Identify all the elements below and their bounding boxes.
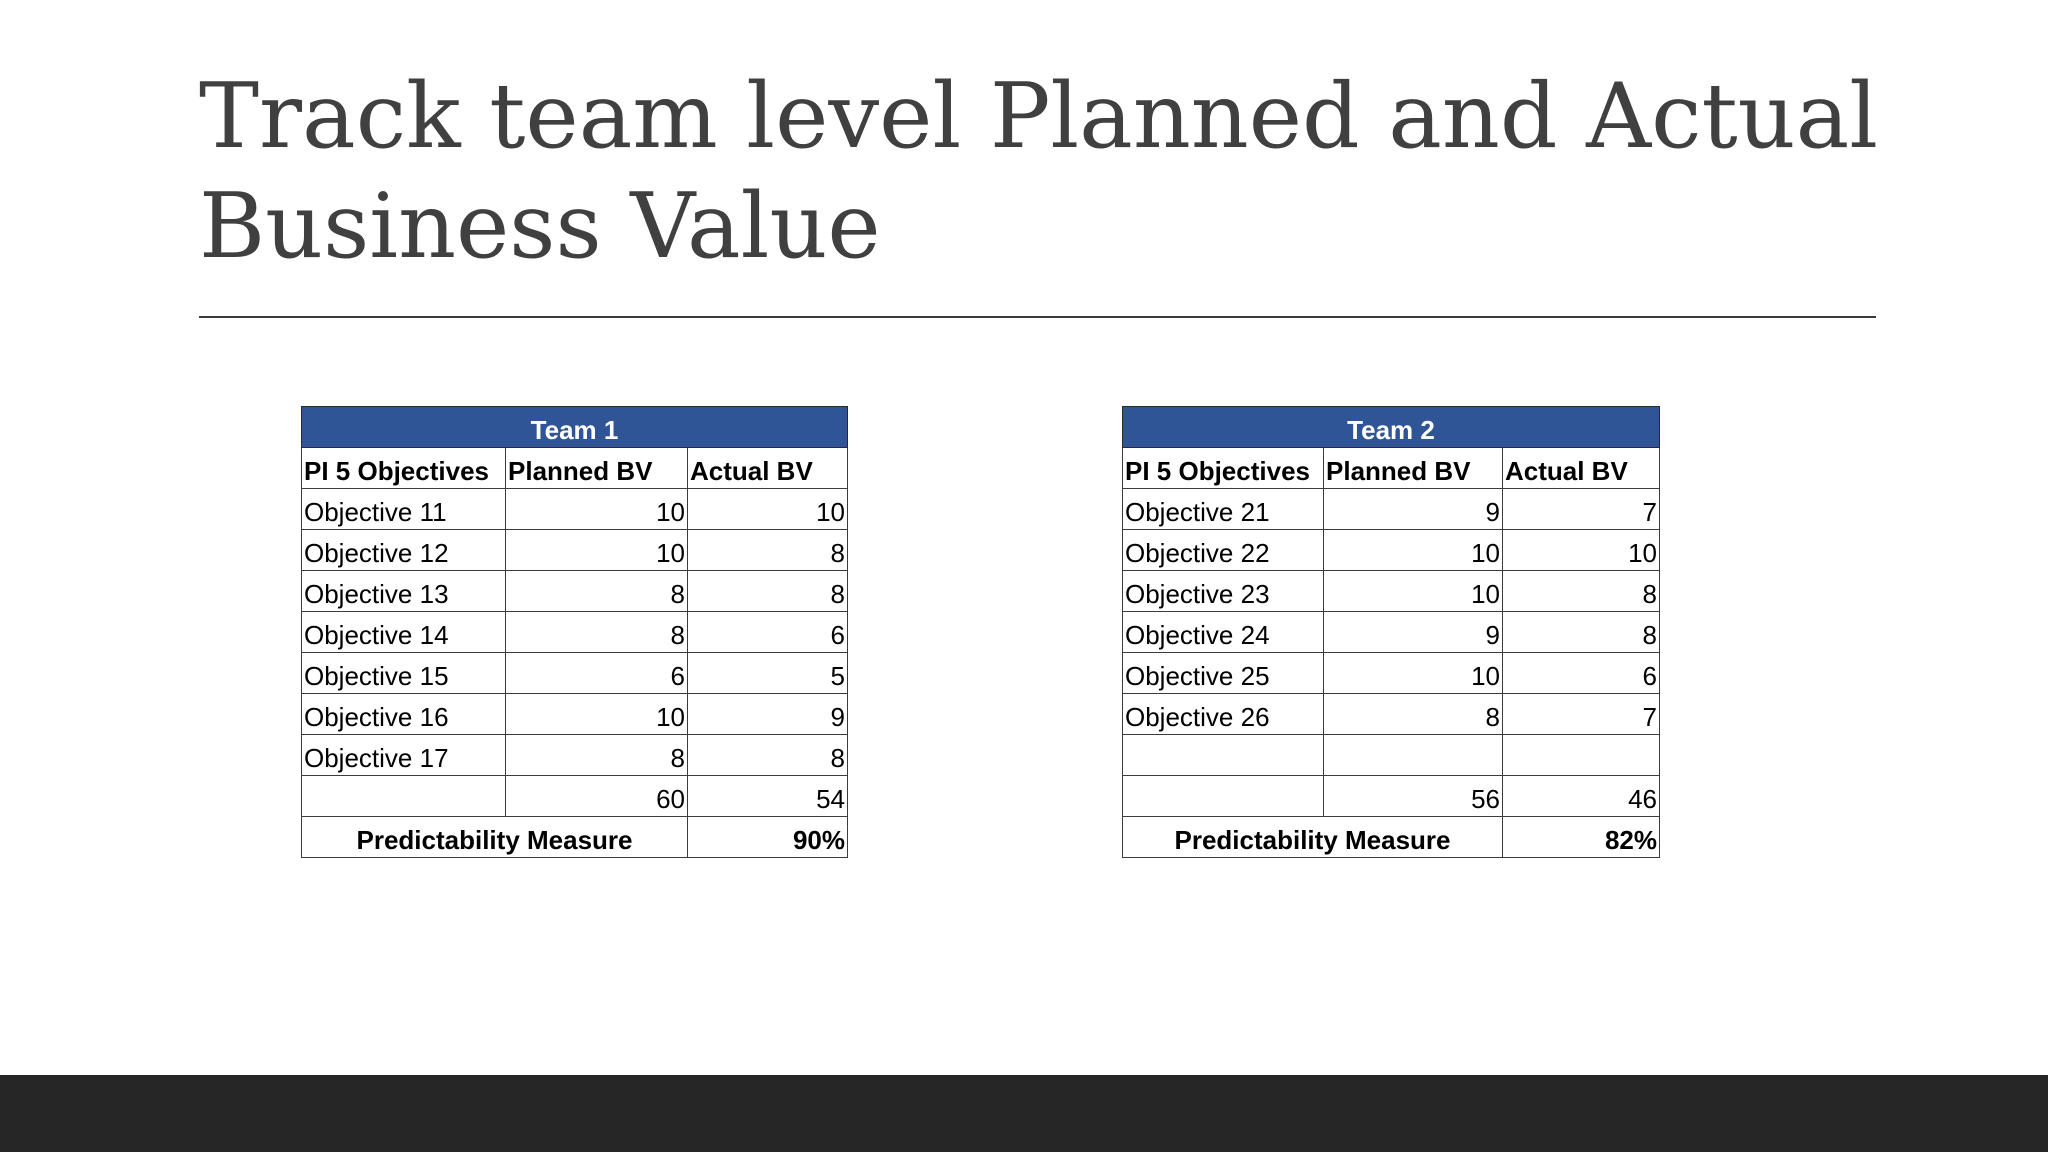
objective-cell: [1122, 734, 1324, 776]
column-header-objectives: PI 5 Objectives: [301, 447, 506, 489]
planned-bv-cell: 8: [1323, 693, 1503, 735]
planned-bv-cell: 8: [505, 734, 688, 776]
table-row: Objective 11 10 10: [301, 488, 849, 530]
actual-bv-cell: 8: [686, 529, 849, 571]
objective-cell: Objective 23: [1122, 570, 1324, 612]
table-row: Objective 26 8 7: [1122, 693, 1661, 735]
planned-bv-cell: 10: [505, 693, 688, 735]
planned-bv-cell: [1323, 734, 1503, 776]
slide-title: Track team level Planned and Actual Busi…: [199, 64, 1879, 279]
actual-bv-cell: 6: [686, 611, 849, 653]
actual-bv-cell: 8: [686, 734, 849, 776]
planned-bv-cell: 8: [505, 611, 688, 653]
objective-cell: Objective 21: [1122, 488, 1324, 530]
table-row: Objective 13 8 8: [301, 570, 849, 612]
objective-cell: Objective 26: [1122, 693, 1324, 735]
planned-bv-cell: 8: [505, 570, 688, 612]
team-header: Team 1: [300, 406, 849, 448]
objective-cell: Objective 11: [301, 488, 506, 530]
table-row: Objective 21 9 7: [1122, 488, 1661, 530]
actual-bv-cell: 7: [1501, 488, 1661, 530]
actual-bv-cell: [1501, 734, 1661, 776]
table-row: Objective 14 8 6: [301, 611, 849, 653]
actual-bv-cell: 8: [1501, 570, 1661, 612]
table-row: Objective 12 10 8: [301, 529, 849, 571]
predictability-row: Predictability Measure 90%: [301, 816, 849, 858]
predictability-value: 82%: [1501, 816, 1661, 858]
predictability-label: Predictability Measure: [1122, 816, 1503, 858]
planned-bv-total: 60: [505, 775, 688, 817]
table-title-row: Team 1: [300, 406, 849, 448]
actual-bv-cell: 10: [686, 488, 849, 530]
table-row: Objective 15 6 5: [301, 652, 849, 694]
team-1-table: Team 1 PI 5 Objectives Planned BV Actual…: [300, 406, 849, 858]
column-header-planned-bv: Planned BV: [1323, 447, 1503, 489]
team-header: Team 2: [1121, 406, 1661, 448]
actual-bv-cell: 10: [1501, 529, 1661, 571]
planned-bv-cell: 6: [505, 652, 688, 694]
planned-bv-cell: 10: [1323, 529, 1503, 571]
column-header-row: PI 5 Objectives Planned BV Actual BV: [1122, 447, 1661, 489]
column-header-row: PI 5 Objectives Planned BV Actual BV: [301, 447, 849, 489]
actual-bv-cell: 8: [1501, 611, 1661, 653]
objective-cell: Objective 13: [301, 570, 506, 612]
title-divider: [199, 316, 1876, 318]
totals-row: 60 54: [301, 775, 849, 817]
planned-bv-total: 56: [1323, 775, 1503, 817]
actual-bv-cell: 5: [686, 652, 849, 694]
objective-cell: Objective 25: [1122, 652, 1324, 694]
objective-cell: Objective 12: [301, 529, 506, 571]
objective-cell: Objective 15: [301, 652, 506, 694]
table-row: Objective 16 10 9: [301, 693, 849, 735]
actual-bv-cell: 8: [686, 570, 849, 612]
planned-bv-cell: 10: [1323, 570, 1503, 612]
predictability-row: Predictability Measure 82%: [1122, 816, 1661, 858]
planned-bv-cell: 9: [1323, 488, 1503, 530]
planned-bv-cell: 10: [505, 488, 688, 530]
objective-cell: Objective 14: [301, 611, 506, 653]
objective-cell: Objective 22: [1122, 529, 1324, 571]
planned-bv-cell: 9: [1323, 611, 1503, 653]
planned-bv-cell: 10: [1323, 652, 1503, 694]
totals-label-cell: [301, 775, 506, 817]
totals-row: 56 46: [1122, 775, 1661, 817]
table-row: Objective 17 8 8: [301, 734, 849, 776]
team-2-table: Team 2 PI 5 Objectives Planned BV Actual…: [1121, 406, 1661, 858]
column-header-objectives: PI 5 Objectives: [1122, 447, 1324, 489]
footer-bar: [0, 1075, 2048, 1152]
table-row: Objective 22 10 10: [1122, 529, 1661, 571]
objective-cell: Objective 16: [301, 693, 506, 735]
table-row: Objective 23 10 8: [1122, 570, 1661, 612]
objective-cell: Objective 17: [301, 734, 506, 776]
actual-bv-cell: 9: [686, 693, 849, 735]
predictability-label: Predictability Measure: [301, 816, 688, 858]
actual-bv-total: 46: [1501, 775, 1661, 817]
table-row: Objective 24 9 8: [1122, 611, 1661, 653]
column-header-actual-bv: Actual BV: [1501, 447, 1661, 489]
predictability-value: 90%: [686, 816, 849, 858]
table-row: Objective 25 10 6: [1122, 652, 1661, 694]
planned-bv-cell: 10: [505, 529, 688, 571]
actual-bv-total: 54: [686, 775, 849, 817]
objective-cell: Objective 24: [1122, 611, 1324, 653]
column-header-planned-bv: Planned BV: [505, 447, 688, 489]
actual-bv-cell: 6: [1501, 652, 1661, 694]
table-title-row: Team 2: [1121, 406, 1661, 448]
actual-bv-cell: 7: [1501, 693, 1661, 735]
column-header-actual-bv: Actual BV: [686, 447, 849, 489]
table-row: [1122, 734, 1661, 776]
totals-label-cell: [1122, 775, 1324, 817]
